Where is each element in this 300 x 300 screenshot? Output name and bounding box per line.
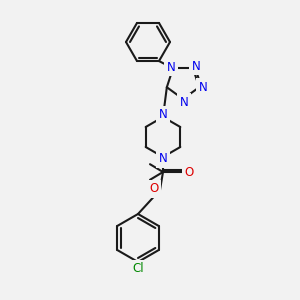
Text: Cl: Cl xyxy=(132,262,144,275)
Text: N: N xyxy=(199,81,208,94)
Text: N: N xyxy=(159,109,167,122)
Text: O: O xyxy=(149,182,159,196)
Text: N: N xyxy=(192,60,200,73)
Text: N: N xyxy=(167,61,176,74)
Text: N: N xyxy=(159,152,167,166)
Text: N: N xyxy=(180,95,188,109)
Text: O: O xyxy=(184,166,194,178)
